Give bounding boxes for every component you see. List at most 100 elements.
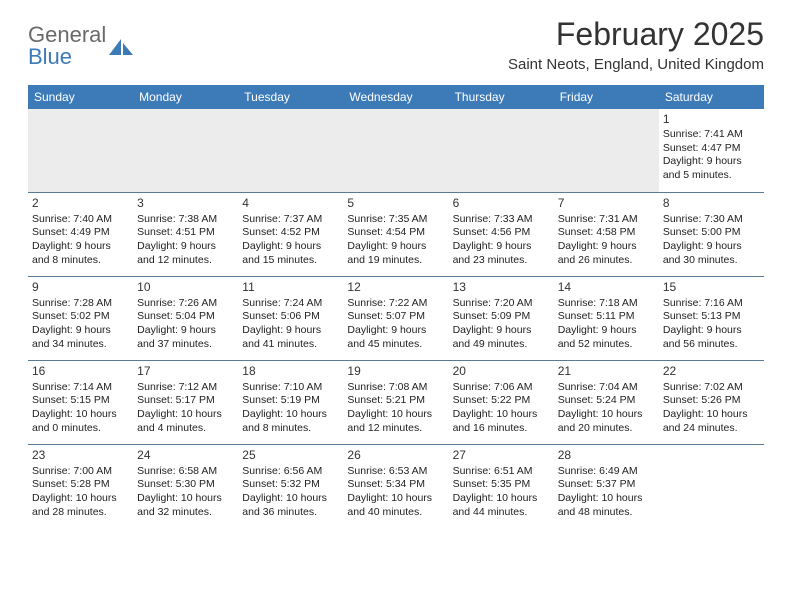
calendar-cell: 25Sunrise: 6:56 AMSunset: 5:32 PMDayligh…: [238, 445, 343, 529]
day-number: 11: [242, 280, 339, 296]
calendar-cell: 1Sunrise: 7:41 AMSunset: 4:47 PMDaylight…: [659, 109, 764, 193]
day-info: Sunrise: 7:41 AMSunset: 4:47 PMDaylight:…: [663, 128, 760, 183]
day-header-row: SundayMondayTuesdayWednesdayThursdayFrid…: [28, 85, 764, 109]
logo-text: General Blue: [28, 24, 106, 68]
day-number: 4: [242, 196, 339, 212]
day-header: Sunday: [28, 85, 133, 109]
day-info: Sunrise: 7:31 AMSunset: 4:58 PMDaylight:…: [558, 213, 655, 268]
header: General Blue February 2025 Saint Neots, …: [28, 18, 764, 73]
day-number: 7: [558, 196, 655, 212]
day-info: Sunrise: 6:51 AMSunset: 5:35 PMDaylight:…: [453, 465, 550, 520]
calendar-cell: [449, 109, 554, 193]
day-number: 18: [242, 364, 339, 380]
day-number: 19: [347, 364, 444, 380]
day-number: 20: [453, 364, 550, 380]
calendar-body: 1Sunrise: 7:41 AMSunset: 4:47 PMDaylight…: [28, 109, 764, 529]
day-header: Monday: [133, 85, 238, 109]
calendar-cell: [238, 109, 343, 193]
day-header: Thursday: [449, 85, 554, 109]
day-header: Wednesday: [343, 85, 448, 109]
calendar-cell: 22Sunrise: 7:02 AMSunset: 5:26 PMDayligh…: [659, 361, 764, 445]
day-number: 27: [453, 448, 550, 464]
calendar-cell: 26Sunrise: 6:53 AMSunset: 5:34 PMDayligh…: [343, 445, 448, 529]
day-number: 16: [32, 364, 129, 380]
day-number: 3: [137, 196, 234, 212]
day-info: Sunrise: 6:56 AMSunset: 5:32 PMDaylight:…: [242, 465, 339, 520]
day-info: Sunrise: 7:04 AMSunset: 5:24 PMDaylight:…: [558, 381, 655, 436]
day-number: 9: [32, 280, 129, 296]
day-info: Sunrise: 7:06 AMSunset: 5:22 PMDaylight:…: [453, 381, 550, 436]
calendar-page: General Blue February 2025 Saint Neots, …: [0, 0, 792, 612]
day-info: Sunrise: 7:40 AMSunset: 4:49 PMDaylight:…: [32, 213, 129, 268]
calendar-cell: 9Sunrise: 7:28 AMSunset: 5:02 PMDaylight…: [28, 277, 133, 361]
day-info: Sunrise: 6:58 AMSunset: 5:30 PMDaylight:…: [137, 465, 234, 520]
calendar-cell: 16Sunrise: 7:14 AMSunset: 5:15 PMDayligh…: [28, 361, 133, 445]
day-info: Sunrise: 7:24 AMSunset: 5:06 PMDaylight:…: [242, 297, 339, 352]
day-number: 21: [558, 364, 655, 380]
day-number: 2: [32, 196, 129, 212]
day-number: 25: [242, 448, 339, 464]
calendar-cell: 15Sunrise: 7:16 AMSunset: 5:13 PMDayligh…: [659, 277, 764, 361]
calendar-cell: 6Sunrise: 7:33 AMSunset: 4:56 PMDaylight…: [449, 193, 554, 277]
day-number: 5: [347, 196, 444, 212]
day-info: Sunrise: 7:20 AMSunset: 5:09 PMDaylight:…: [453, 297, 550, 352]
calendar-week: 1Sunrise: 7:41 AMSunset: 4:47 PMDaylight…: [28, 109, 764, 193]
calendar-cell: 14Sunrise: 7:18 AMSunset: 5:11 PMDayligh…: [554, 277, 659, 361]
calendar-table: SundayMondayTuesdayWednesdayThursdayFrid…: [28, 85, 764, 529]
calendar-cell: 27Sunrise: 6:51 AMSunset: 5:35 PMDayligh…: [449, 445, 554, 529]
day-info: Sunrise: 7:28 AMSunset: 5:02 PMDaylight:…: [32, 297, 129, 352]
day-info: Sunrise: 7:30 AMSunset: 5:00 PMDaylight:…: [663, 213, 760, 268]
day-number: 6: [453, 196, 550, 212]
day-info: Sunrise: 7:22 AMSunset: 5:07 PMDaylight:…: [347, 297, 444, 352]
calendar-cell: 8Sunrise: 7:30 AMSunset: 5:00 PMDaylight…: [659, 193, 764, 277]
day-info: Sunrise: 7:00 AMSunset: 5:28 PMDaylight:…: [32, 465, 129, 520]
calendar-cell: 4Sunrise: 7:37 AMSunset: 4:52 PMDaylight…: [238, 193, 343, 277]
day-number: 28: [558, 448, 655, 464]
calendar-cell: 20Sunrise: 7:06 AMSunset: 5:22 PMDayligh…: [449, 361, 554, 445]
calendar-cell: 5Sunrise: 7:35 AMSunset: 4:54 PMDaylight…: [343, 193, 448, 277]
calendar-cell: 2Sunrise: 7:40 AMSunset: 4:49 PMDaylight…: [28, 193, 133, 277]
day-number: 24: [137, 448, 234, 464]
calendar-cell: 24Sunrise: 6:58 AMSunset: 5:30 PMDayligh…: [133, 445, 238, 529]
calendar-week: 9Sunrise: 7:28 AMSunset: 5:02 PMDaylight…: [28, 277, 764, 361]
day-info: Sunrise: 7:37 AMSunset: 4:52 PMDaylight:…: [242, 213, 339, 268]
day-number: 1: [663, 112, 760, 128]
day-header: Saturday: [659, 85, 764, 109]
calendar-cell: 13Sunrise: 7:20 AMSunset: 5:09 PMDayligh…: [449, 277, 554, 361]
calendar-cell: [133, 109, 238, 193]
day-number: 15: [663, 280, 760, 296]
calendar-cell: 23Sunrise: 7:00 AMSunset: 5:28 PMDayligh…: [28, 445, 133, 529]
month-title: February 2025: [508, 18, 764, 52]
day-info: Sunrise: 7:14 AMSunset: 5:15 PMDaylight:…: [32, 381, 129, 436]
logo-sail-icon: [109, 37, 135, 59]
day-info: Sunrise: 6:49 AMSunset: 5:37 PMDaylight:…: [558, 465, 655, 520]
calendar-week: 2Sunrise: 7:40 AMSunset: 4:49 PMDaylight…: [28, 193, 764, 277]
day-number: 22: [663, 364, 760, 380]
calendar-cell: 3Sunrise: 7:38 AMSunset: 4:51 PMDaylight…: [133, 193, 238, 277]
calendar-head: SundayMondayTuesdayWednesdayThursdayFrid…: [28, 85, 764, 109]
location: Saint Neots, England, United Kingdom: [508, 56, 764, 73]
calendar-cell: [343, 109, 448, 193]
calendar-week: 16Sunrise: 7:14 AMSunset: 5:15 PMDayligh…: [28, 361, 764, 445]
day-info: Sunrise: 7:38 AMSunset: 4:51 PMDaylight:…: [137, 213, 234, 268]
day-info: Sunrise: 7:35 AMSunset: 4:54 PMDaylight:…: [347, 213, 444, 268]
day-number: 23: [32, 448, 129, 464]
day-info: Sunrise: 7:26 AMSunset: 5:04 PMDaylight:…: [137, 297, 234, 352]
day-info: Sunrise: 6:53 AMSunset: 5:34 PMDaylight:…: [347, 465, 444, 520]
calendar-cell: [659, 445, 764, 529]
day-header: Tuesday: [238, 85, 343, 109]
calendar-cell: [28, 109, 133, 193]
day-header: Friday: [554, 85, 659, 109]
day-info: Sunrise: 7:18 AMSunset: 5:11 PMDaylight:…: [558, 297, 655, 352]
calendar-cell: 21Sunrise: 7:04 AMSunset: 5:24 PMDayligh…: [554, 361, 659, 445]
day-number: 12: [347, 280, 444, 296]
calendar-cell: 18Sunrise: 7:10 AMSunset: 5:19 PMDayligh…: [238, 361, 343, 445]
calendar-week: 23Sunrise: 7:00 AMSunset: 5:28 PMDayligh…: [28, 445, 764, 529]
calendar-cell: [554, 109, 659, 193]
day-info: Sunrise: 7:33 AMSunset: 4:56 PMDaylight:…: [453, 213, 550, 268]
day-info: Sunrise: 7:10 AMSunset: 5:19 PMDaylight:…: [242, 381, 339, 436]
day-info: Sunrise: 7:12 AMSunset: 5:17 PMDaylight:…: [137, 381, 234, 436]
day-number: 10: [137, 280, 234, 296]
calendar-cell: 12Sunrise: 7:22 AMSunset: 5:07 PMDayligh…: [343, 277, 448, 361]
day-number: 8: [663, 196, 760, 212]
